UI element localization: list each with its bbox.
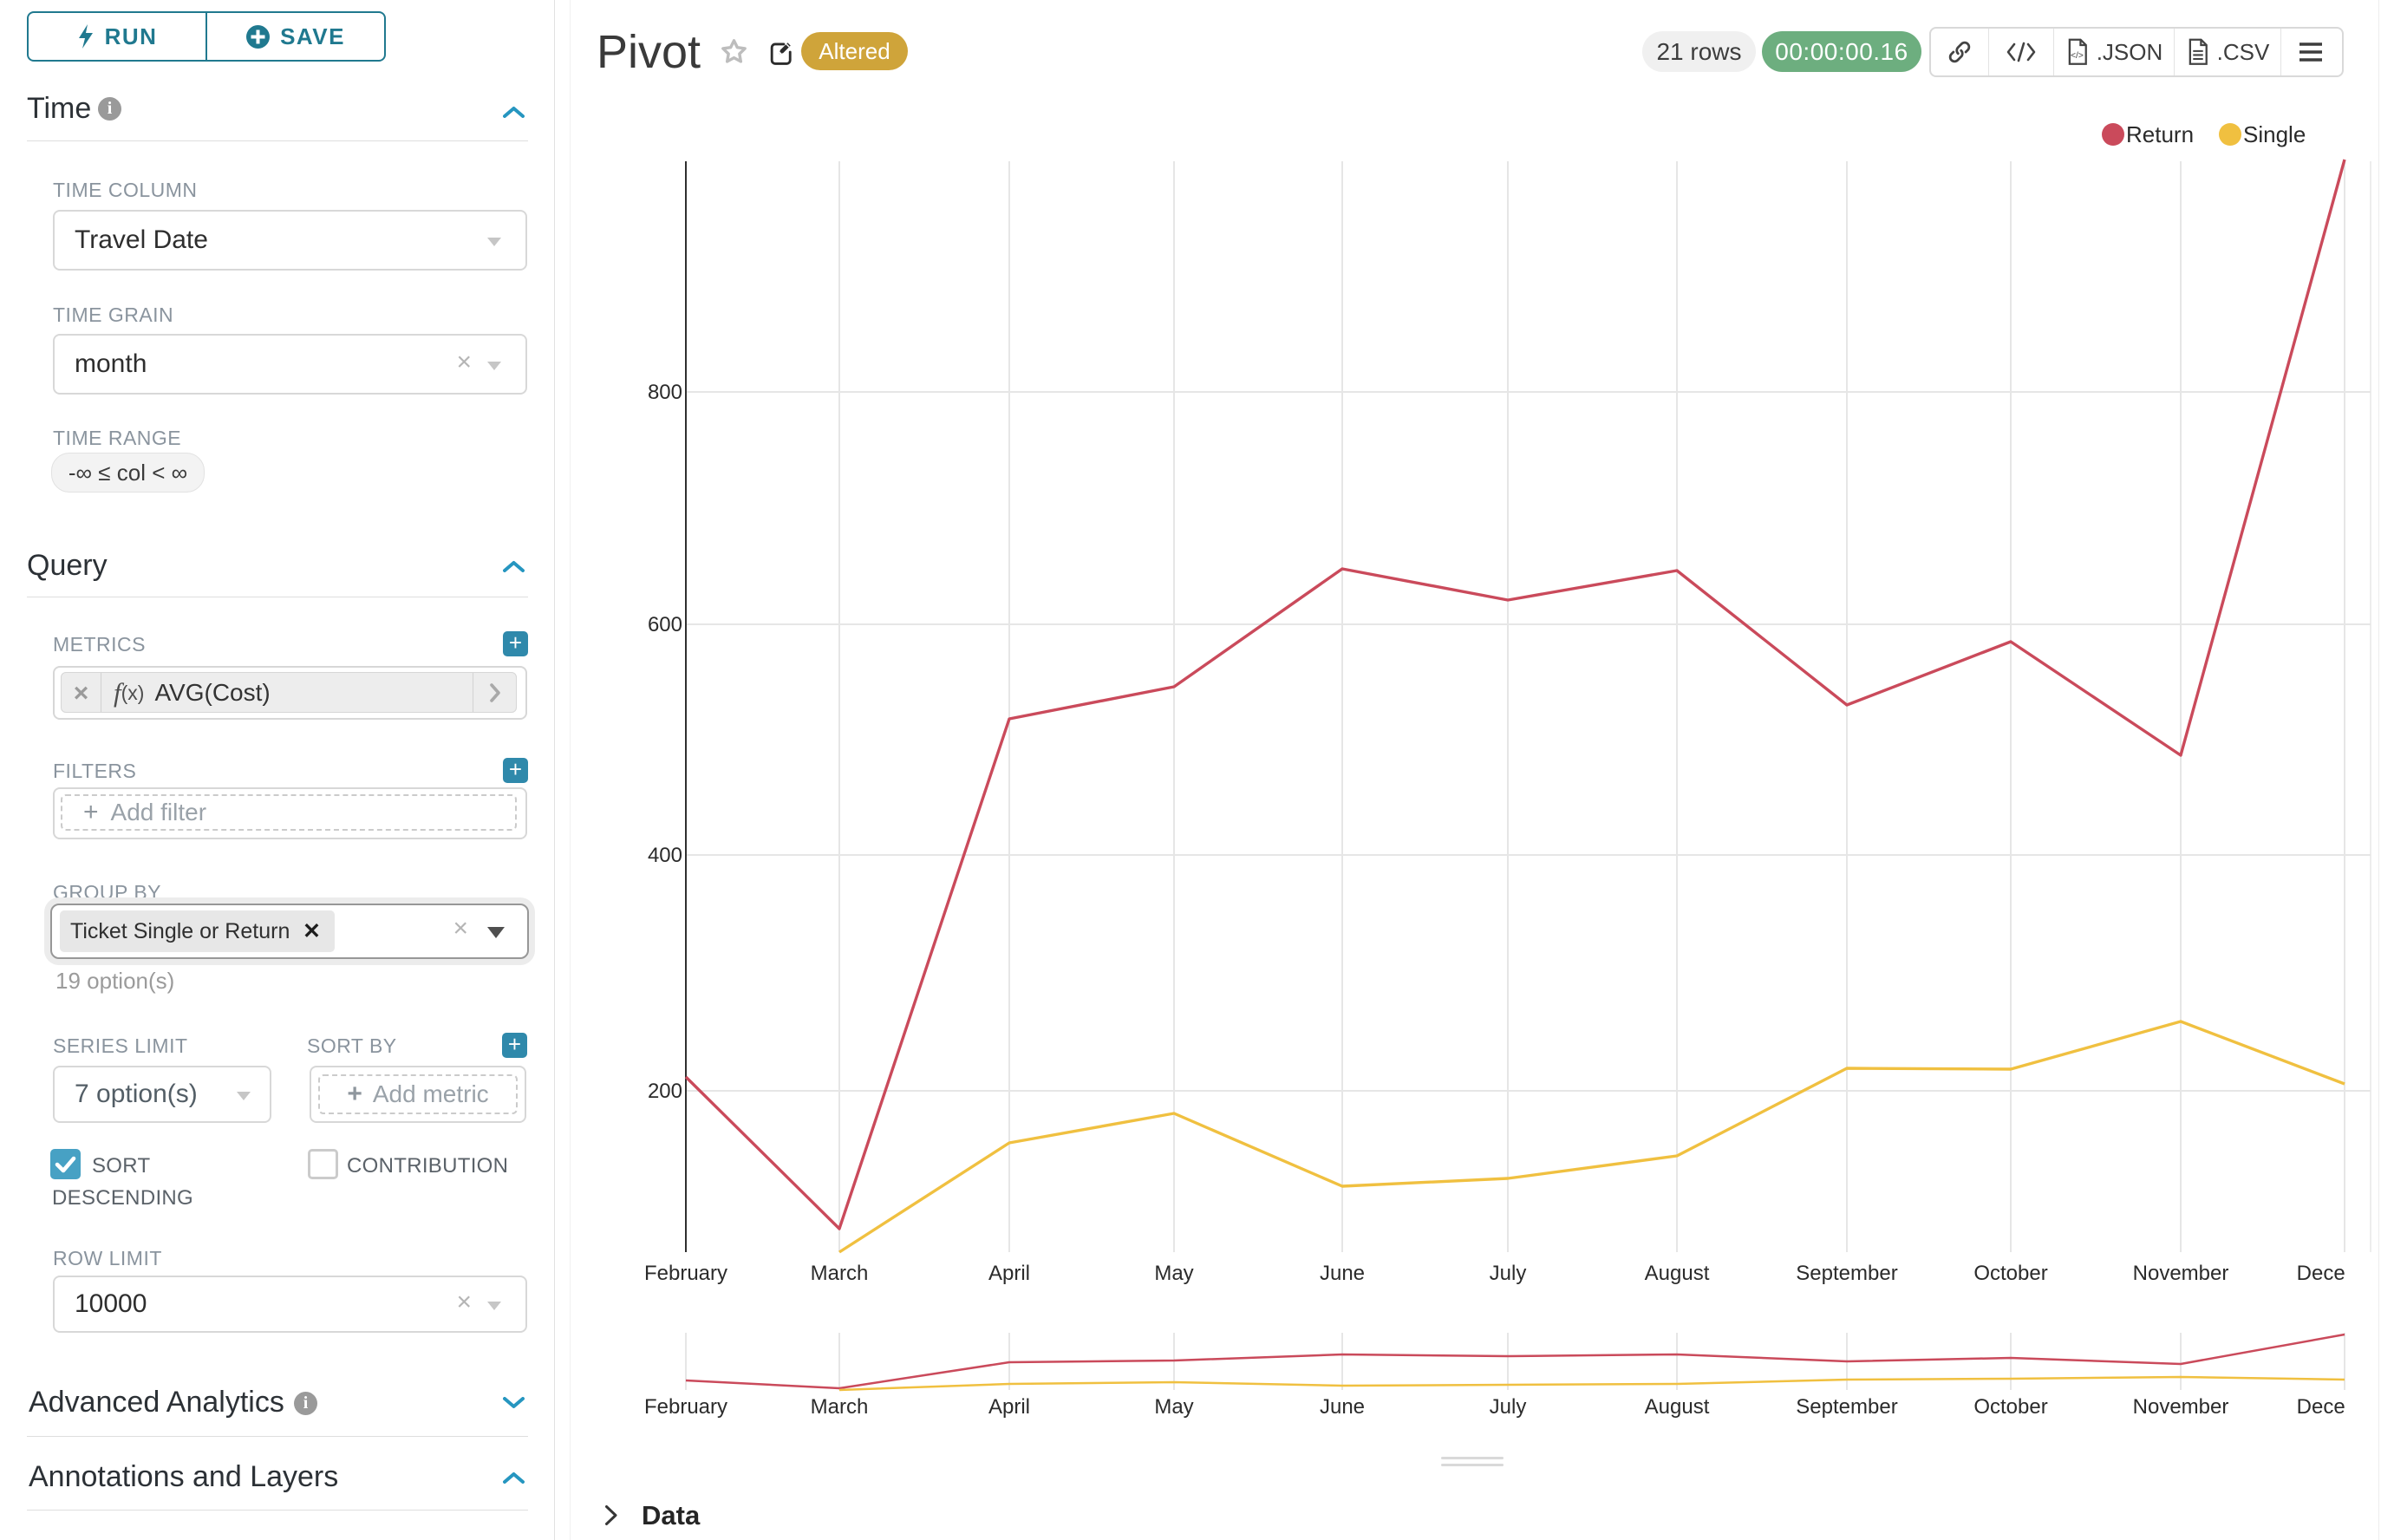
- svg-text:June: June: [1320, 1262, 1365, 1285]
- svg-text:800: 800: [648, 381, 682, 404]
- svg-text:August: August: [1645, 1395, 1710, 1419]
- svg-text:October: October: [1973, 1395, 2047, 1419]
- svg-text:200: 200: [648, 1080, 682, 1103]
- svg-text:July: July: [1490, 1262, 1527, 1285]
- svg-text:June: June: [1320, 1395, 1365, 1419]
- svg-text:May: May: [1154, 1395, 1193, 1419]
- svg-text:February: February: [644, 1395, 727, 1419]
- svg-text:August: August: [1645, 1262, 1710, 1285]
- svg-text:May: May: [1154, 1262, 1193, 1285]
- svg-text:April: April: [988, 1395, 1030, 1419]
- svg-text:October: October: [1973, 1262, 2047, 1285]
- svg-text:600: 600: [648, 613, 682, 636]
- svg-text:March: March: [811, 1395, 869, 1419]
- svg-text:December: December: [2297, 1395, 2378, 1419]
- svg-text:April: April: [988, 1262, 1030, 1285]
- svg-text:November: November: [2133, 1395, 2229, 1419]
- svg-text:July: July: [1490, 1395, 1527, 1419]
- svg-text:December: December: [2297, 1262, 2378, 1285]
- svg-text:March: March: [811, 1262, 869, 1285]
- svg-text:</>: </>: [2071, 51, 2084, 61]
- svg-text:November: November: [2133, 1262, 2229, 1285]
- svg-text:Return: Return: [2126, 121, 2194, 147]
- svg-text:February: February: [644, 1262, 727, 1285]
- svg-text:Single: Single: [2243, 121, 2306, 147]
- svg-text:400: 400: [648, 844, 682, 867]
- svg-text:September: September: [1796, 1262, 1897, 1285]
- svg-text:September: September: [1796, 1395, 1897, 1419]
